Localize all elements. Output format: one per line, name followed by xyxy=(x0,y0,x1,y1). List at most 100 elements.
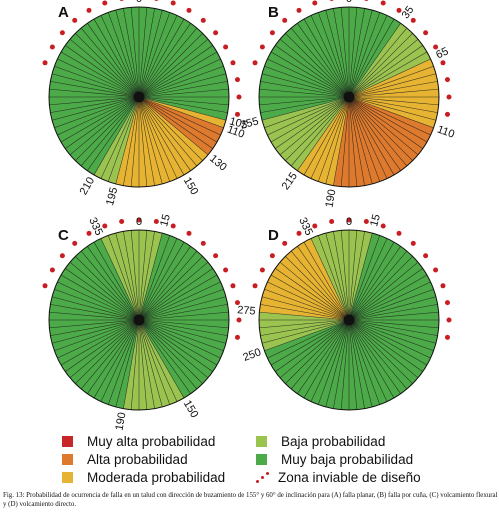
zona-dot-b-290 xyxy=(252,60,258,66)
zona-dot-b-20 xyxy=(380,0,386,6)
angle-label-b-1: 35 xyxy=(400,4,417,21)
sector-c-2 xyxy=(123,320,184,410)
legend-item-muy-alta: Muy alta probabilidad xyxy=(62,434,215,449)
hub-c xyxy=(133,314,145,326)
zona-dot-d-40 xyxy=(410,240,416,246)
zona-dot-c-70 xyxy=(230,283,236,289)
outline-d xyxy=(258,229,440,411)
angle-label-a-6: 210 xyxy=(78,175,98,197)
zona-dot-d-0 xyxy=(346,217,352,223)
legend-item-moderada: Moderada probabilidad xyxy=(62,470,225,485)
zona-dot-d-10 xyxy=(363,219,369,225)
angle-label-a-4: 150 xyxy=(181,175,201,197)
legend-item-alta: Alta probabilidad xyxy=(62,452,188,467)
zona-dot-b-60 xyxy=(433,44,439,50)
radial-lines-b xyxy=(259,7,439,187)
zona-dot-c-300 xyxy=(49,267,55,273)
legend-label-alta: Alta probabilidad xyxy=(87,452,188,467)
sector-d-4 xyxy=(310,230,349,320)
zona-dot-c-40 xyxy=(200,240,206,246)
zona-dot-d-300 xyxy=(259,267,265,273)
angle-label-c-2: 150 xyxy=(181,398,201,420)
zona-dot-d-330 xyxy=(296,230,302,236)
hub-b xyxy=(343,91,355,103)
outline-c xyxy=(48,229,230,411)
zona-dot-b-50 xyxy=(423,30,429,36)
zona-dot-b-320 xyxy=(282,17,288,23)
zona-dot-a-290 xyxy=(42,60,48,66)
zona-dot-a-350 xyxy=(119,0,124,2)
zona-dot-d-50 xyxy=(423,253,429,259)
zona-dot-c-80 xyxy=(234,300,240,306)
zona-dot-a-70 xyxy=(230,60,236,66)
zona-dot-d-70 xyxy=(440,283,446,289)
red-dots-icon xyxy=(254,471,270,485)
zona-dot-d-60 xyxy=(433,267,439,273)
zona-dot-d-290 xyxy=(252,283,258,289)
zona-dot-c-310 xyxy=(59,253,65,259)
angle-label-b-3: 110 xyxy=(436,124,457,141)
zona-dot-d-80 xyxy=(444,300,450,306)
zona-dot-c-330 xyxy=(86,230,92,236)
zona-dot-a-60 xyxy=(223,44,229,50)
zona-dot-c-50 xyxy=(213,253,219,259)
outline-a xyxy=(48,6,230,188)
panel-letter-b: B xyxy=(268,4,279,21)
baja-swatch xyxy=(256,436,267,447)
angle-label-d-3: 275 xyxy=(237,304,256,318)
zona-dot-c-290 xyxy=(42,283,48,289)
zona-dot-c-320 xyxy=(72,240,78,246)
sector-b-2 xyxy=(349,58,440,128)
zona-dot-b-80 xyxy=(444,77,450,83)
zona-dot-b-70 xyxy=(440,60,446,66)
muy-alta-swatch xyxy=(62,436,73,447)
legend-label-zona: Zona inviable de diseño xyxy=(278,470,421,485)
zona-dot-b-10 xyxy=(364,0,369,2)
sector-d-3 xyxy=(259,238,349,320)
zona-dot-c-340 xyxy=(102,223,108,229)
zona-dot-b-100 xyxy=(444,111,450,117)
zona-dot-a-100 xyxy=(234,111,240,117)
zona-dot-c-350 xyxy=(119,219,125,225)
stereonet-figure: A0105110130150195210B03565110190215255C0… xyxy=(42,0,457,432)
zona-dot-d-100 xyxy=(444,334,450,340)
radial-lines-a xyxy=(49,7,229,187)
zona-dot-d-30 xyxy=(396,230,402,236)
legend-item-baja: Baja probabilidad xyxy=(256,434,385,449)
sector-a-4 xyxy=(115,97,184,187)
angle-label-c-0: 0 xyxy=(136,216,142,228)
muy-baja-swatch xyxy=(256,454,267,465)
angle-label-d-0: 0 xyxy=(346,216,352,228)
zona-dot-b-90 xyxy=(446,94,452,100)
hub-a xyxy=(133,91,145,103)
zona-dot-b-330 xyxy=(296,7,302,13)
angle-label-d-1: 15 xyxy=(368,213,383,228)
zona-dot-c-100 xyxy=(234,334,240,340)
panel-letter-d: D xyxy=(268,227,279,244)
figure-caption: Fig. 13: Probabilidad de ocurrencia de f… xyxy=(3,492,498,508)
zona-dot-c-0 xyxy=(136,217,142,223)
zona-dot-a-30 xyxy=(186,7,192,13)
zona-dot-d-90 xyxy=(446,317,452,323)
radial-lines-d xyxy=(259,230,439,410)
zona-dot-a-20 xyxy=(170,0,176,6)
radial-lines-c xyxy=(49,230,229,410)
sector-a-5 xyxy=(94,97,139,184)
legend-label-moderada: Moderada probabilidad xyxy=(87,470,226,485)
legend-label-muy-baja: Muy baja probabilidad xyxy=(281,452,414,467)
sector-c-4 xyxy=(100,230,139,320)
zona-dot-d-310 xyxy=(269,253,275,259)
angle-label-c-3: 190 xyxy=(114,411,129,431)
moderada-swatch xyxy=(62,472,73,483)
panel-letter-a: A xyxy=(58,4,69,21)
zona-dot-c-90 xyxy=(236,317,242,323)
angle-label-b-0: 0 xyxy=(346,0,352,5)
zona-dot-a-40 xyxy=(200,17,206,23)
angle-label-a-2: 110 xyxy=(226,124,247,141)
angle-label-b-4: 190 xyxy=(324,188,339,208)
zona-dot-d-320 xyxy=(282,240,288,246)
zona-dot-c-20 xyxy=(170,223,176,229)
zona-dot-c-60 xyxy=(223,267,229,273)
zona-dot-a-90 xyxy=(236,94,242,100)
